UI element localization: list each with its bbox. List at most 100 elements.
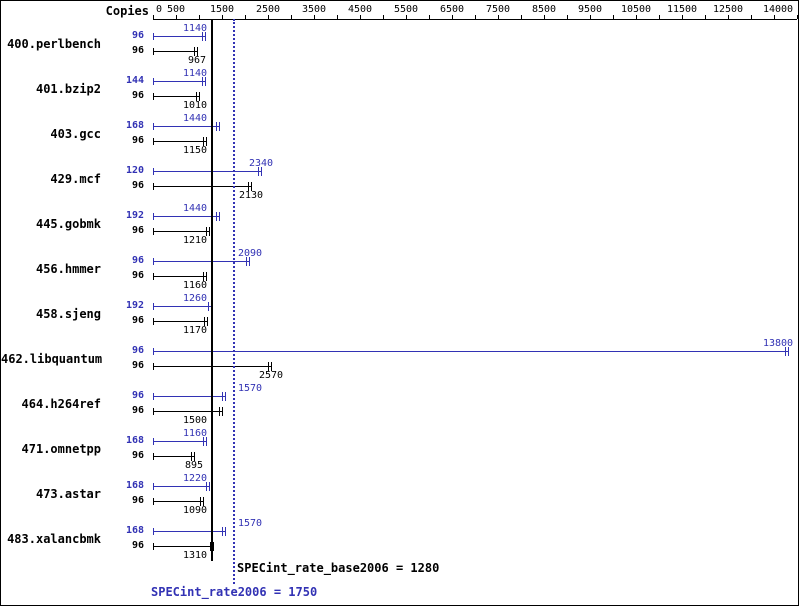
peak-copies-label: 168 [125,525,144,536]
peak-bar [153,306,211,307]
base-copies-label: 96 [131,405,144,416]
base-bar-end-tick [197,47,198,56]
peak-bar [153,81,205,82]
peak-copies-label: 120 [125,165,144,176]
base-bar-end-tick [204,317,205,326]
peak-copies-label: 168 [125,435,144,446]
peak-value-label: 2090 [237,248,263,259]
peak-bar-end-tick [205,32,206,41]
peak-bar [153,441,206,442]
peak-bar-end-tick [203,437,204,446]
base-value-label: 1170 [182,325,208,336]
base-bar [153,96,199,97]
peak-bar [153,36,205,37]
base-copies-label: 96 [131,135,144,146]
peak-bar-end-tick [202,32,203,41]
peak-copies-label: 192 [125,210,144,221]
peak-bar [153,531,225,532]
base-bar [153,276,206,277]
x-axis-tick [429,15,430,19]
peak-value-label: 1570 [237,518,263,529]
x-axis-tick-label: 4500 [347,4,373,15]
copies-column-label: Copies [105,4,149,18]
x-axis-tick-label: 10500 [620,4,652,15]
base-bar [153,141,206,142]
benchmark-name: 401.bzip2 [35,82,101,96]
peak-bar-end-tick [222,392,223,401]
x-axis-tick [199,15,200,19]
benchmark-name: 471.omnetpp [21,442,101,456]
base-bar [153,186,251,187]
peak-bar [153,171,261,172]
peak-bar-end-tick [219,122,220,131]
peak-bar-start-tick [153,33,154,40]
peak-value-label: 1570 [237,383,263,394]
x-axis-tick [613,15,614,19]
base-bar [153,231,209,232]
base-bar-end-tick [209,227,210,236]
x-axis-tick [291,15,292,19]
base-bar-end-tick [271,362,272,371]
benchmark-name: 473.astar [35,487,101,501]
x-axis-tick-label: 5500 [393,4,419,15]
peak-bar-end-tick [261,167,262,176]
base-bar-end-tick [213,542,214,551]
peak-bar-end-tick [788,347,789,356]
peak-bar-end-tick [202,77,203,86]
peak-bar-start-tick [153,528,154,535]
peak-bar-start-tick [153,348,154,355]
peak-copies-label: 96 [131,345,144,356]
base-bar-end-tick [251,182,252,191]
x-axis-tick-label: 6500 [439,4,465,15]
base-bar-start-tick [153,453,154,460]
x-axis-tick [153,15,154,19]
peak-bar-end-tick [258,167,259,176]
base-bar-end-tick [203,497,204,506]
x-axis-tick-label: 0 [155,4,163,15]
base-bar-start-tick [153,498,154,505]
base-bar-end-tick [248,182,249,191]
peak-value-label: 1140 [182,23,208,34]
base-rate-result-label: SPECint_rate_base2006 = 1280 [237,561,440,575]
peak-bar-end-tick [219,212,220,221]
base-bar-end-tick [196,92,197,101]
peak-bar [153,126,219,127]
x-axis-tick [590,15,591,19]
benchmark-name: 458.sjeng [35,307,101,321]
peak-value-label: 1140 [182,68,208,79]
x-axis-tick-label: 11500 [666,4,698,15]
x-axis-tick [636,15,637,19]
base-value-label: 2570 [258,370,284,381]
base-bar-end-tick [222,407,223,416]
base-bar-start-tick [153,228,154,235]
base-bar-end-tick [210,542,211,551]
x-axis-tick [544,15,545,19]
peak-copies-label: 96 [131,30,144,41]
base-bar-start-tick [153,273,154,280]
peak-bar-end-tick [785,347,786,356]
x-axis-tick [751,15,752,19]
base-bar-end-tick [194,47,195,56]
x-axis-tick-label: 500 [166,4,186,15]
peak-bar-end-tick [209,482,210,491]
peak-value-label: 1260 [182,293,208,304]
x-axis-tick [452,15,453,19]
x-axis-tick [797,15,798,19]
base-value-label: 2130 [238,190,264,201]
peak-bar-start-tick [153,258,154,265]
x-axis-tick [268,15,269,19]
peak-bar-start-tick [153,393,154,400]
x-axis-tick [498,15,499,19]
peak-bar-end-tick [222,527,223,536]
base-copies-label: 96 [131,495,144,506]
peak-copies-label: 96 [131,255,144,266]
x-axis-tick [245,15,246,19]
peak-rate-reference-line [233,19,235,584]
benchmark-name: 464.h264ref [21,397,101,411]
base-value-label: 1500 [182,415,208,426]
base-copies-label: 96 [131,540,144,551]
peak-bar [153,351,788,352]
base-bar-end-tick [203,137,204,146]
base-value-label: 1150 [182,145,208,156]
